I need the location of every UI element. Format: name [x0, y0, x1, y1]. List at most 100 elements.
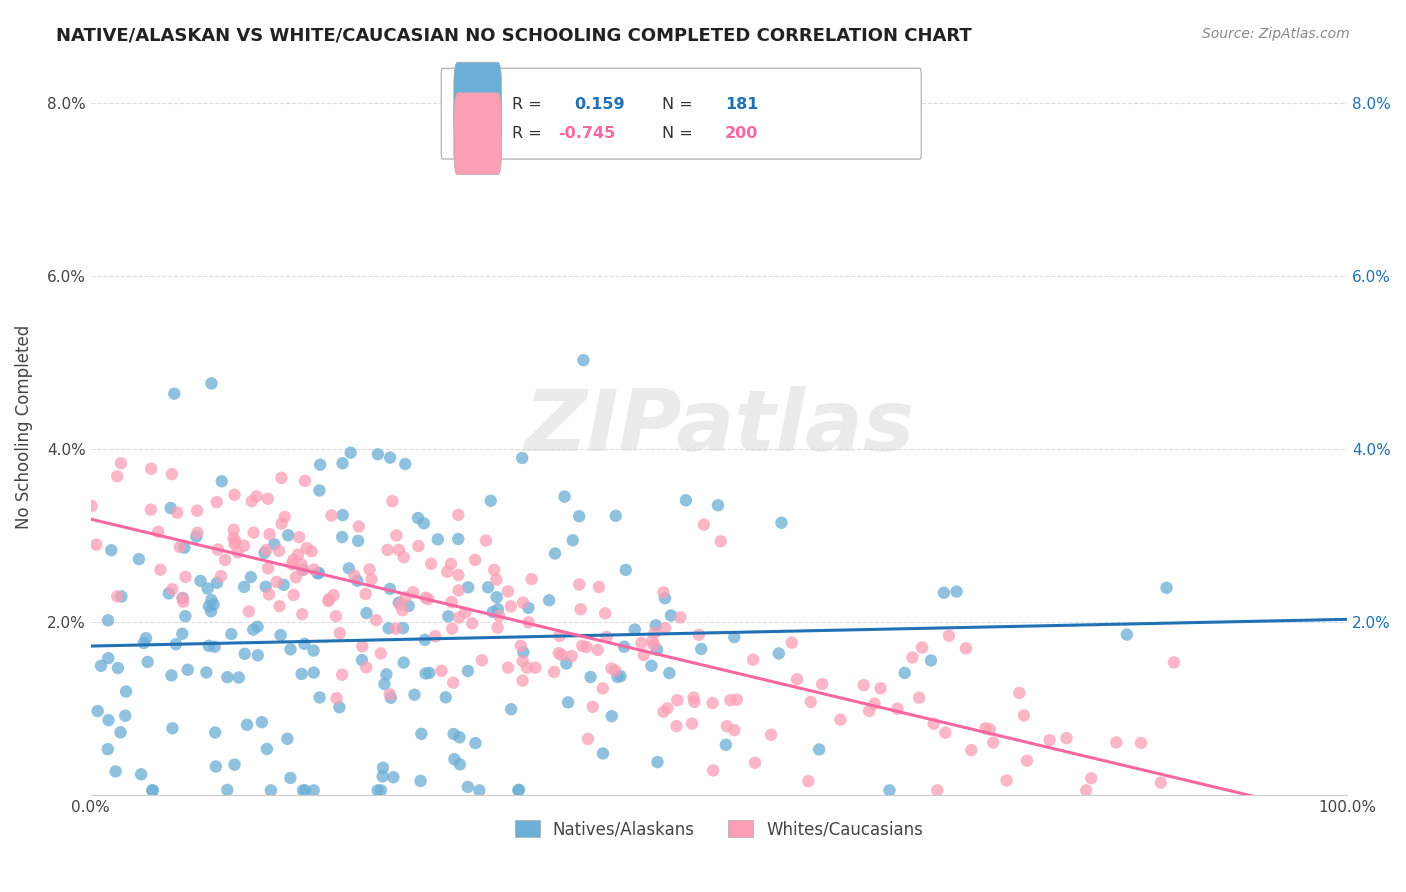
Whites/Caucasians: [702, 764, 724, 778]
Whites/Caucasians: [370, 647, 392, 661]
Text: Source: ZipAtlas.com: Source: ZipAtlas.com: [1202, 27, 1350, 41]
Whites/Caucasians: [288, 530, 311, 544]
Natives/Alaskans: [308, 566, 330, 580]
Whites/Caucasians: [499, 599, 522, 614]
Natives/Alaskans: [893, 665, 915, 680]
Natives/Alaskans: [659, 608, 682, 623]
Natives/Alaskans: [690, 642, 713, 657]
Whites/Caucasians: [657, 701, 679, 715]
Natives/Alaskans: [104, 764, 127, 779]
Natives/Alaskans: [195, 665, 218, 680]
Whites/Caucasians: [550, 648, 572, 662]
Whites/Caucasians: [742, 653, 765, 667]
Whites/Caucasians: [139, 502, 162, 516]
Natives/Alaskans: [276, 731, 298, 746]
Whites/Caucasians: [548, 629, 571, 643]
Natives/Alaskans: [479, 493, 502, 508]
Whites/Caucasians: [318, 592, 340, 607]
Natives/Alaskans: [394, 457, 416, 471]
Whites/Caucasians: [464, 553, 486, 567]
Whites/Caucasians: [242, 525, 264, 540]
Whites/Caucasians: [394, 591, 416, 605]
Whites/Caucasians: [172, 595, 194, 609]
Whites/Caucasians: [290, 558, 312, 572]
Natives/Alaskans: [544, 547, 567, 561]
Whites/Caucasians: [222, 531, 245, 545]
Whites/Caucasians: [725, 692, 748, 706]
Natives/Alaskans: [609, 669, 631, 683]
Natives/Alaskans: [675, 493, 697, 508]
Natives/Alaskans: [457, 664, 479, 678]
Natives/Alaskans: [1156, 581, 1178, 595]
Whites/Caucasians: [359, 562, 381, 576]
Whites/Caucasians: [600, 661, 623, 675]
Natives/Alaskans: [654, 591, 676, 606]
Whites/Caucasians: [166, 506, 188, 520]
Natives/Alaskans: [174, 609, 197, 624]
Natives/Alaskans: [228, 671, 250, 685]
Natives/Alaskans: [173, 541, 195, 555]
Natives/Alaskans: [197, 582, 219, 596]
Whites/Caucasians: [447, 583, 470, 598]
Natives/Alaskans: [172, 626, 194, 640]
Natives/Alaskans: [337, 561, 360, 575]
Natives/Alaskans: [294, 637, 316, 651]
Whites/Caucasians: [524, 660, 547, 674]
Whites/Caucasians: [644, 625, 666, 640]
Natives/Alaskans: [233, 580, 256, 594]
Whites/Caucasians: [205, 495, 228, 509]
Natives/Alaskans: [375, 667, 398, 681]
Natives/Alaskans: [162, 722, 184, 736]
Whites/Caucasians: [172, 591, 194, 606]
Natives/Alaskans: [437, 609, 460, 624]
Whites/Caucasians: [245, 489, 267, 503]
Natives/Alaskans: [86, 704, 108, 718]
FancyBboxPatch shape: [441, 69, 921, 159]
Natives/Alaskans: [371, 761, 394, 775]
Whites/Caucasians: [148, 524, 170, 539]
Whites/Caucasians: [665, 719, 688, 733]
Text: -0.745: -0.745: [558, 127, 616, 142]
Natives/Alaskans: [254, 580, 277, 594]
Natives/Alaskans: [135, 631, 157, 645]
Natives/Alaskans: [114, 708, 136, 723]
Natives/Alaskans: [141, 783, 163, 797]
Whites/Caucasians: [1105, 735, 1128, 749]
Whites/Caucasians: [654, 621, 676, 635]
Whites/Caucasians: [415, 591, 437, 605]
Natives/Alaskans: [464, 736, 486, 750]
Natives/Alaskans: [482, 605, 505, 619]
Natives/Alaskans: [411, 727, 433, 741]
Natives/Alaskans: [426, 533, 449, 547]
Whites/Caucasians: [759, 728, 782, 742]
Natives/Alaskans: [202, 598, 225, 612]
Whites/Caucasians: [1129, 736, 1152, 750]
Whites/Caucasians: [1056, 731, 1078, 745]
Natives/Alaskans: [600, 709, 623, 723]
Whites/Caucasians: [149, 563, 172, 577]
Natives/Alaskans: [370, 783, 392, 797]
Whites/Caucasians: [385, 622, 408, 636]
Natives/Alaskans: [277, 528, 299, 542]
Whites/Caucasians: [214, 553, 236, 567]
Natives/Alaskans: [723, 630, 745, 644]
Whites/Caucasians: [586, 643, 609, 657]
Natives/Alaskans: [328, 700, 350, 714]
Whites/Caucasians: [294, 474, 316, 488]
FancyBboxPatch shape: [454, 93, 502, 175]
Natives/Alaskans: [501, 702, 523, 716]
Whites/Caucasians: [979, 723, 1001, 737]
Whites/Caucasians: [630, 636, 652, 650]
Natives/Alaskans: [204, 640, 226, 654]
Natives/Alaskans: [568, 509, 591, 524]
Natives/Alaskans: [644, 618, 666, 632]
Whites/Caucasians: [543, 665, 565, 679]
Natives/Alaskans: [367, 783, 389, 797]
Natives/Alaskans: [557, 695, 579, 709]
Natives/Alaskans: [309, 458, 332, 472]
Natives/Alaskans: [477, 580, 499, 594]
Natives/Alaskans: [129, 767, 152, 781]
Natives/Alaskans: [97, 742, 120, 756]
Whites/Caucasians: [1076, 783, 1098, 797]
Whites/Caucasians: [186, 525, 208, 540]
